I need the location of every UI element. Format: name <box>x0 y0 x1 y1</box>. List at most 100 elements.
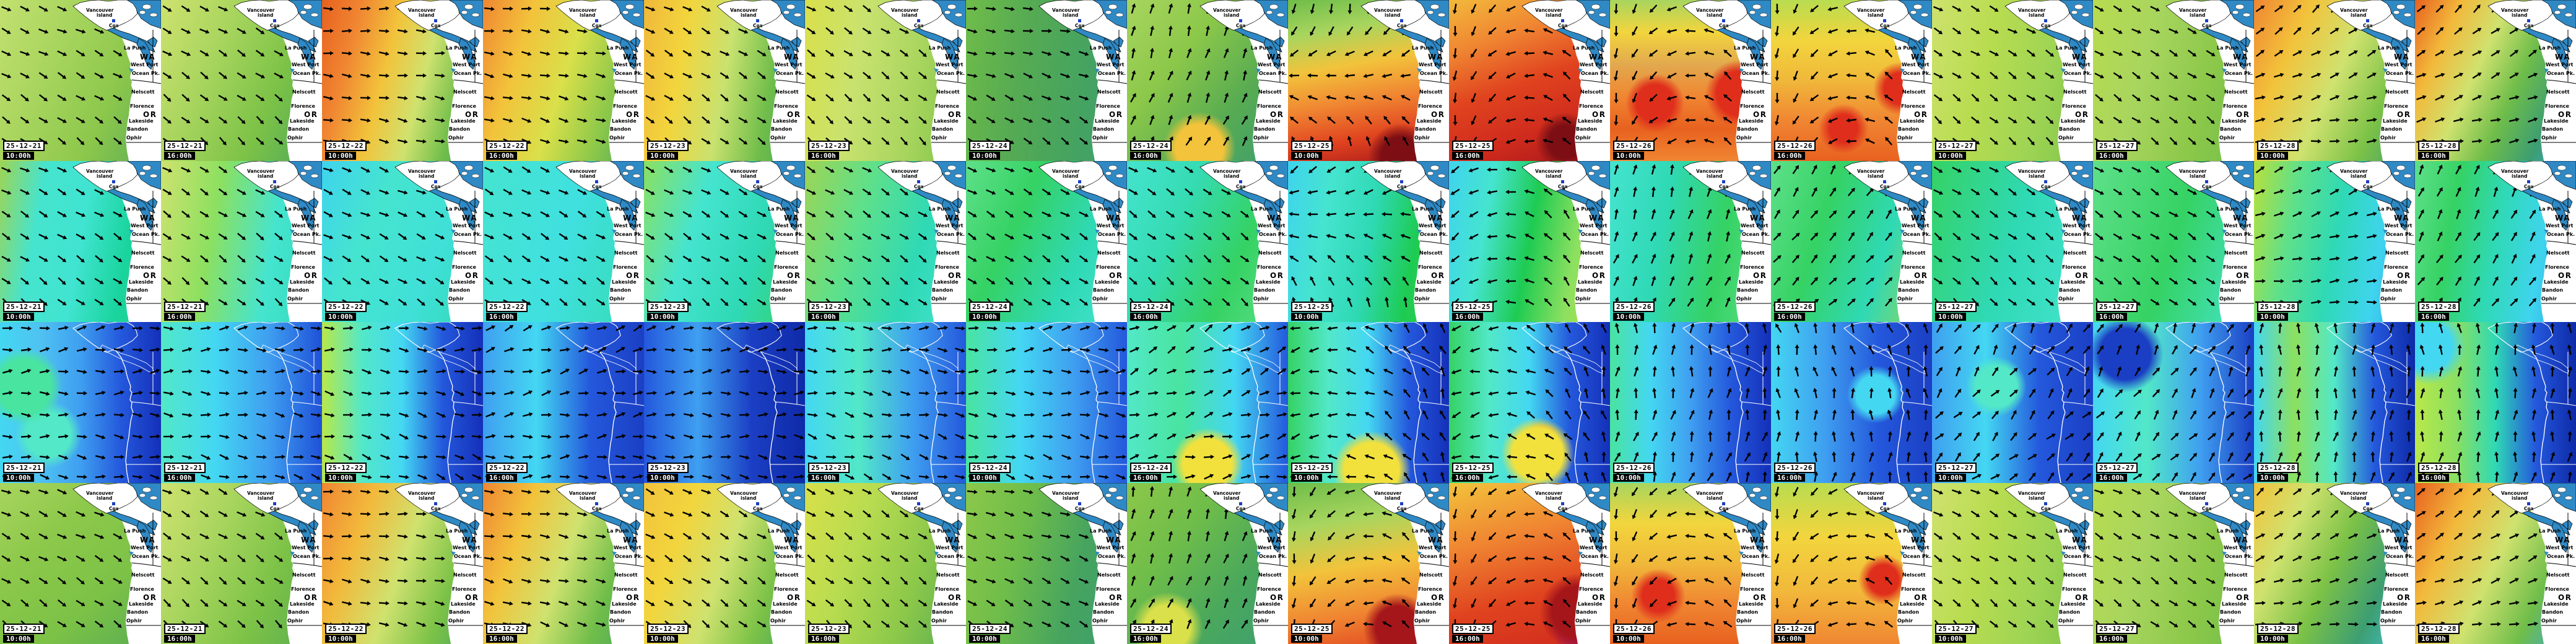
forecast-tile-r1c12[interactable]: Vancouver island Cox La Push WA West Port Ocea… <box>1771 0 1932 161</box>
forecast-tile-r2c2[interactable]: Vancouver island Cox La Push WA West Port Ocea… <box>161 161 322 322</box>
forecast-tile-r2c15[interactable]: Vancouver island Cox La Push WA West Port Ocea… <box>2254 161 2415 322</box>
forecast-tile-r2c6[interactable]: Vancouver island Cox La Push WA West Port Ocea… <box>805 161 966 322</box>
puget-sound-water <box>1585 521 1603 553</box>
forecast-tile-r1c4[interactable]: Vancouver island Cox La Push WA West Port Ocea… <box>483 0 644 161</box>
forecast-tile-r3c12[interactable]: 25-12-26 16:00h <box>1771 322 1932 483</box>
place-label-lakeside: Lakeside <box>1095 279 1120 285</box>
forecast-tile-r4c9[interactable]: Vancouver island Cox La Push WA West Port Ocea… <box>1288 483 1449 644</box>
forecast-tile-r3c16[interactable]: 25-12-28 16:00h <box>2415 322 2576 483</box>
forecast-tile-r4c14[interactable]: Vancouver island Cox La Push WA West Port Ocea… <box>2093 483 2254 644</box>
place-label-la_push: La Push <box>2539 528 2561 534</box>
forecast-tile-r1c15[interactable]: Vancouver island Cox La Push WA West Port Ocea… <box>2254 0 2415 161</box>
forecast-tile-r2c1[interactable]: Vancouver island Cox La Push WA West Port Ocea… <box>0 161 161 322</box>
place-label-bandon: Bandon <box>1254 609 1275 615</box>
forecast-tile-r4c15[interactable]: Vancouver island Cox La Push WA West Port Ocea… <box>2254 483 2415 644</box>
forecast-tile-r2c5[interactable]: Vancouver island Cox La Push WA West Port Ocea… <box>644 161 805 322</box>
forecast-tile-r1c16[interactable]: Vancouver island Cox La Push WA West Port Ocea… <box>2415 0 2576 161</box>
place-label-west_port: West Port <box>1741 62 1769 67</box>
place-label-lakeside: Lakeside <box>934 601 959 607</box>
coastline <box>2369 350 2388 483</box>
forecast-tile-r2c9[interactable]: Vancouver island Cox La Push WA West Port Ocea… <box>1288 161 1449 322</box>
forecast-tile-r4c7[interactable]: Vancouver island Cox La Push WA West Port Ocea… <box>966 483 1127 644</box>
forecast-tile-r1c7[interactable]: Vancouver island Cox La Push WA West Port Ocea… <box>966 0 1127 161</box>
forecast-tile-r3c6[interactable]: 25-12-23 16:00h <box>805 322 966 483</box>
place-label-wa: WA <box>301 536 316 544</box>
forecast-tile-r1c10[interactable]: Vancouver island Cox La Push WA West Port Ocea… <box>1449 0 1610 161</box>
place-label-lakeside: Lakeside <box>2383 118 2408 124</box>
time-badge: 10:00h <box>3 474 34 482</box>
forecast-tile-r1c13[interactable]: Vancouver island Cox La Push WA West Port Ocea… <box>1932 0 2093 161</box>
place-label-cox: Cox <box>1719 23 1729 28</box>
forecast-tile-r3c14[interactable]: 25-12-27 16:00h <box>2093 322 2254 483</box>
forecast-tile-r3c2[interactable]: 25-12-21 16:00h <box>161 322 322 483</box>
place-label-la_push: La Push <box>768 206 790 212</box>
place-label-ocean_pk: Ocean Pk. <box>293 71 321 76</box>
forecast-tile-r2c8[interactable]: Vancouver island Cox La Push WA West Port Ocea… <box>1127 161 1288 322</box>
forecast-tile-r1c5[interactable]: Vancouver island Cox La Push WA West Port Ocea… <box>644 0 805 161</box>
forecast-tile-r3c8[interactable]: 25-12-24 16:00h <box>1127 322 1288 483</box>
place-label-la_push: La Push <box>1734 206 1756 212</box>
forecast-tile-r3c10[interactable]: 25-12-25 16:00h <box>1449 322 1610 483</box>
forecast-tile-r4c13[interactable]: Vancouver island Cox La Push WA West Port Ocea… <box>1932 483 2093 644</box>
forecast-tile-r4c6[interactable]: Vancouver island Cox La Push WA West Port Ocea… <box>805 483 966 644</box>
place-label-ophir: Ophir <box>448 618 464 624</box>
islet-shape <box>1920 173 1929 178</box>
forecast-tile-r2c14[interactable]: Vancouver island Cox La Push WA West Port Ocea… <box>2093 161 2254 322</box>
forecast-tile-r3c11[interactable]: 25-12-26 10:00h <box>1610 322 1771 483</box>
place-label-island_line2: island <box>580 495 595 501</box>
forecast-tile-r4c16[interactable]: Vancouver island Cox La Push WA West Port Ocea… <box>2415 483 2576 644</box>
forecast-tile-r4c5[interactable]: Vancouver island Cox La Push WA West Port Ocea… <box>644 483 805 644</box>
forecast-tile-r3c15[interactable]: 25-12-28 10:00h <box>2254 322 2415 483</box>
islet-shape <box>1430 165 1440 171</box>
forecast-tile-r3c4[interactable]: 25-12-22 16:00h <box>483 322 644 483</box>
place-label-ocean_pk: Ocean Pk. <box>1420 71 1448 76</box>
forecast-tile-r1c3[interactable]: Vancouver island Cox La Push WA West Port Ocea… <box>322 0 483 161</box>
place-label-nelscott: Nelscott <box>936 89 960 95</box>
forecast-tile-r2c12[interactable]: Vancouver island Cox La Push WA West Port Ocea… <box>1771 161 1932 322</box>
place-label-island_line1: Vancouver <box>1696 7 1724 13</box>
place-label-island_line2: island <box>1385 12 1400 18</box>
forecast-tile-r1c6[interactable]: Vancouver island Cox La Push WA West Port Ocea… <box>805 0 966 161</box>
forecast-tile-r2c11[interactable]: Vancouver island Cox La Push WA West Port Ocea… <box>1610 161 1771 322</box>
wind-arrows <box>324 324 483 482</box>
forecast-tile-r4c2[interactable]: Vancouver island Cox La Push WA West Port Ocea… <box>161 483 322 644</box>
islet-shape <box>1752 4 1762 10</box>
forecast-tile-r4c12[interactable]: Vancouver island Cox La Push WA West Port Ocea… <box>1771 483 1932 644</box>
forecast-tile-r1c14[interactable]: Vancouver island Cox La Push WA West Port Ocea… <box>2093 0 2254 161</box>
forecast-tile-r1c8[interactable]: Vancouver island Cox La Push WA West Port Ocea… <box>1127 0 1288 161</box>
forecast-tile-r4c4[interactable]: Vancouver island Cox La Push WA West Port Ocea… <box>483 483 644 644</box>
place-label-west_port: West Port <box>131 545 159 550</box>
forecast-tile-r4c8[interactable]: Vancouver island Cox La Push WA West Port Ocea… <box>1127 483 1288 644</box>
forecast-tile-r3c1[interactable]: 25-12-21 10:00h <box>0 322 161 483</box>
forecast-tile-r3c9[interactable]: 25-12-25 10:00h <box>1288 322 1449 483</box>
forecast-tile-r1c11[interactable]: Vancouver island Cox La Push WA West Port Ocea… <box>1610 0 1771 161</box>
puget-sound-water <box>619 199 637 231</box>
date-badge: 25-12-28 <box>2257 302 2299 312</box>
cox-marker <box>756 502 759 505</box>
date-badge: 25-12-22 <box>325 141 367 151</box>
vancouver-island-shape <box>394 0 460 31</box>
state-border-line <box>2063 562 2093 567</box>
forecast-tile-r2c10[interactable]: Vancouver island Cox La Push WA West Port Ocea… <box>1449 161 1610 322</box>
islet-shape <box>461 171 468 176</box>
forecast-tile-r1c9[interactable]: Vancouver island Cox La Push WA West Port Ocea… <box>1288 0 1449 161</box>
forecast-tile-r2c4[interactable]: Vancouver island Cox La Push WA West Port Ocea… <box>483 161 644 322</box>
place-label-island_line2: island <box>2512 173 2527 179</box>
forecast-tile-r4c3[interactable]: Vancouver island Cox La Push WA West Port Ocea… <box>322 483 483 644</box>
forecast-tile-r2c16[interactable]: Vancouver island Cox La Push WA West Port Ocea… <box>2415 161 2576 322</box>
forecast-tile-r3c7[interactable]: 25-12-24 10:00h <box>966 322 1127 483</box>
forecast-tile-r2c3[interactable]: Vancouver island Cox La Push WA West Port Ocea… <box>322 161 483 322</box>
place-label-la_push: La Push <box>2056 206 2078 212</box>
forecast-tile-r4c11[interactable]: Vancouver island Cox La Push WA West Port Ocea… <box>1610 483 1771 644</box>
forecast-tile-r3c13[interactable]: 25-12-27 10:00h <box>1932 322 2093 483</box>
forecast-tile-r4c10[interactable]: Vancouver island Cox La Push WA West Port Ocea… <box>1449 483 1610 644</box>
forecast-tile-r1c1[interactable]: Vancouver island Cox La Push WA West Port Ocea… <box>0 0 161 161</box>
place-label-ocean_pk: Ocean Pk. <box>454 232 482 237</box>
forecast-tile-r3c3[interactable]: 25-12-22 10:00h <box>322 322 483 483</box>
forecast-tile-r3c5[interactable]: 25-12-23 10:00h <box>644 322 805 483</box>
forecast-tile-r2c7[interactable]: Vancouver island Cox La Push WA West Port Ocea… <box>966 161 1127 322</box>
forecast-tile-r4c1[interactable]: Vancouver island Cox La Push WA West Port Ocea… <box>0 483 161 644</box>
forecast-tile-r2c13[interactable]: Vancouver island Cox La Push WA West Port Ocea… <box>1932 161 2093 322</box>
time-badge: 16:00h <box>1130 474 1161 482</box>
forecast-tile-r1c2[interactable]: Vancouver island Cox La Push WA West Port Ocea… <box>161 0 322 161</box>
